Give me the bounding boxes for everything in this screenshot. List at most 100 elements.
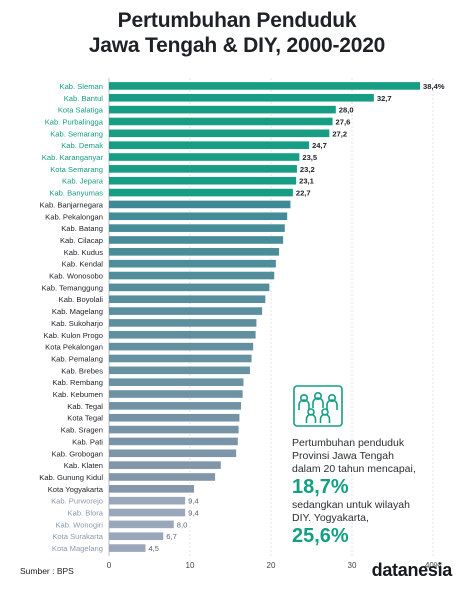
data-label: 6,7 — [166, 532, 177, 541]
callout-line-4: sedangkan untuk wilayah — [292, 499, 410, 511]
bar — [109, 520, 174, 529]
category-label: Kab. Temanggung — [41, 283, 103, 292]
bar — [109, 485, 195, 493]
category-label: Kab. Gunung Kidul — [39, 473, 103, 482]
category-label: Kab. Kendal — [62, 260, 104, 269]
bar — [109, 544, 146, 552]
chart-title: Pertumbuhan Penduduk Jawa Tengah & DIY, … — [0, 8, 474, 58]
category-label: Kab. Grobogan — [51, 449, 103, 458]
category-label: Kab. Boyolali — [59, 295, 104, 304]
title-line-2: Jawa Tengah & DIY, 2000-2020 — [88, 34, 386, 57]
category-label: Kota Salatiga — [58, 106, 104, 115]
bar — [109, 473, 216, 481]
category-label: Kab. Demak — [61, 141, 103, 150]
category-label: Kab. Kulon Progo — [43, 331, 103, 340]
category-label: Kab. Kudus — [64, 248, 103, 257]
callout-line-1: Pertumbuhan penduduk — [292, 437, 405, 449]
data-label: 8,0 — [177, 520, 188, 529]
category-label: Kota Surakarta — [52, 532, 103, 541]
data-label: 4,5 — [148, 544, 159, 553]
data-label: 23,5 — [302, 153, 318, 162]
bar — [109, 378, 244, 386]
callout-value-jateng: 18,7% — [292, 476, 349, 498]
category-label: Kab. Cilacap — [60, 236, 103, 245]
bar — [109, 93, 374, 102]
category-label: Kab. Karanganyar — [42, 153, 104, 162]
bar — [109, 461, 221, 469]
category-label: Kab. Bantul — [64, 94, 104, 103]
category-label: Kab. Jepara — [62, 177, 104, 186]
callout-line-5: DIY. Yogyakarta, — [292, 512, 369, 524]
data-label: 24,7 — [312, 141, 327, 150]
bar — [109, 259, 276, 268]
bar — [109, 319, 257, 327]
summary-callout: Pertumbuhan penduduk Provinsi Jawa Tenga… — [292, 384, 462, 548]
data-label: 23,2 — [300, 165, 315, 174]
category-label: Kab. Rembang — [52, 378, 103, 387]
data-label: 32,7 — [377, 94, 392, 103]
bar — [109, 342, 254, 351]
bar — [109, 390, 243, 398]
category-label: Kab. Sleman — [60, 82, 103, 91]
x-tick-label: 40% — [425, 561, 441, 570]
data-label: 9,4 — [188, 497, 199, 506]
callout-line-2: Provinsi Jawa Tengah — [292, 450, 394, 462]
bar — [109, 295, 266, 304]
data-label: 38,4% — [423, 82, 445, 91]
bar — [109, 188, 293, 197]
datanesia-logo: datanesia — [371, 560, 453, 580]
category-label: Kab. Magelang — [52, 307, 103, 316]
data-label: 27,6 — [336, 117, 351, 126]
bar — [109, 129, 330, 138]
bar — [109, 176, 297, 185]
x-tick-label: 20 — [267, 561, 276, 570]
category-label: Kab. Pemalang — [51, 354, 103, 363]
bar — [109, 437, 238, 446]
source-note: Sumber : BPS — [20, 566, 74, 576]
bar — [109, 141, 310, 149]
bar — [109, 366, 250, 375]
callout-line-3: dalam 20 tahun mencapai, — [292, 463, 416, 475]
bar — [109, 105, 336, 114]
data-label: 23,1 — [299, 177, 315, 186]
title-line-1: Pertumbuhan Penduduk — [117, 9, 357, 32]
bar — [109, 283, 270, 292]
category-label: Kab. Sukoharjo — [51, 319, 103, 328]
data-label: 27,2 — [332, 129, 347, 138]
bar — [109, 354, 252, 363]
category-label: Kab. Brebes — [61, 366, 103, 375]
category-label: Kab. Purbalingga — [45, 117, 104, 126]
category-label: Kab. Pekalongan — [45, 212, 103, 221]
category-label: Kab. Kebumen — [53, 390, 103, 399]
category-label: Kab. Purworejo — [51, 497, 103, 506]
bar — [109, 82, 421, 90]
bar — [109, 402, 242, 410]
category-label: Kab. Tegal — [67, 402, 103, 411]
category-label: Kab. Klaten — [64, 461, 103, 470]
category-label: Kab. Sragen — [61, 426, 103, 435]
category-label: Kota Tegal — [67, 414, 103, 423]
bar — [109, 224, 285, 232]
bar — [109, 236, 284, 244]
x-tick-label: 0 — [107, 561, 112, 570]
data-label: 28,0 — [339, 106, 354, 115]
bar — [109, 307, 263, 315]
bar — [109, 117, 333, 126]
callout-value-diy: 25,6% — [292, 525, 349, 547]
data-label: 9,4 — [188, 509, 199, 518]
bar — [109, 271, 275, 280]
category-label: Kab. Batang — [61, 224, 103, 233]
bar — [109, 532, 164, 541]
category-label: Kota Magelang — [52, 544, 103, 553]
people-group-icon — [293, 385, 343, 427]
category-label: Kab. Semarang — [50, 129, 103, 138]
bar — [109, 496, 186, 505]
x-tick-label: 30 — [348, 561, 357, 570]
bar — [109, 212, 288, 221]
category-label: Kab. Banyumas — [49, 189, 103, 198]
bar — [109, 449, 237, 458]
category-label: Kota Semarang — [50, 165, 103, 174]
bar — [109, 425, 239, 434]
category-label: Kab. Blora — [68, 509, 104, 518]
